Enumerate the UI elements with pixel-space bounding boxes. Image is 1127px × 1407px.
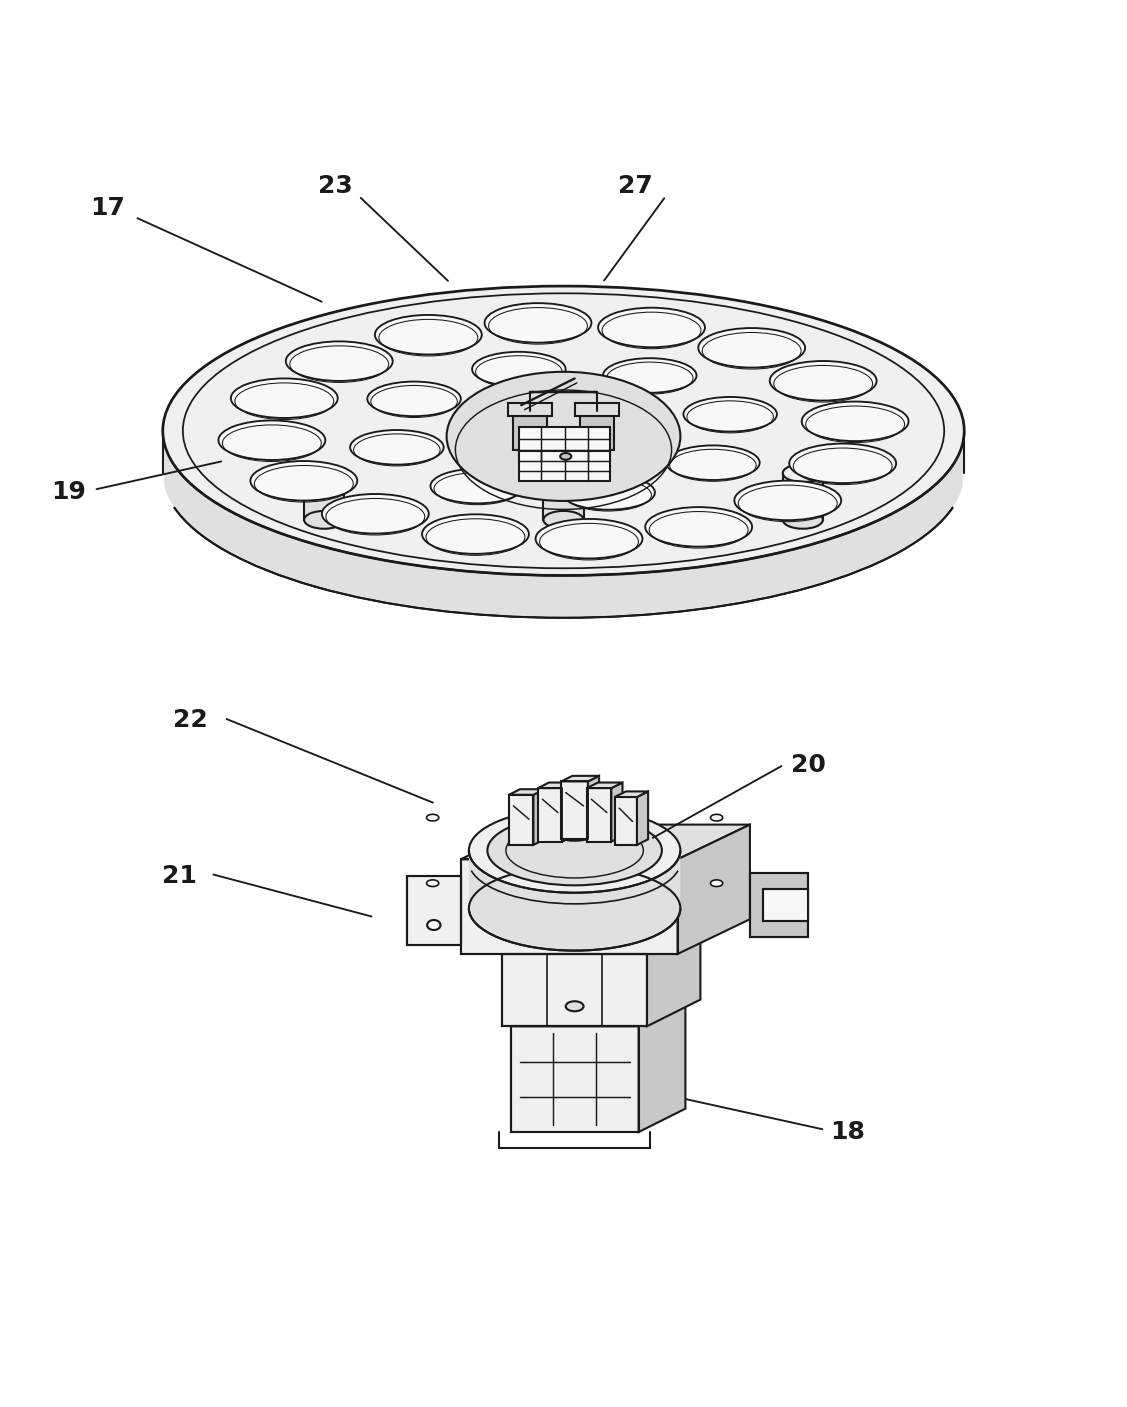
Polygon shape xyxy=(575,402,619,416)
Ellipse shape xyxy=(487,816,662,885)
Polygon shape xyxy=(469,850,681,951)
Polygon shape xyxy=(511,1026,639,1133)
Polygon shape xyxy=(562,782,574,841)
Ellipse shape xyxy=(566,1002,584,1012)
Ellipse shape xyxy=(735,481,841,521)
Polygon shape xyxy=(304,473,344,519)
Ellipse shape xyxy=(710,815,722,822)
Ellipse shape xyxy=(543,464,584,483)
Ellipse shape xyxy=(535,519,642,559)
Polygon shape xyxy=(580,416,613,450)
Polygon shape xyxy=(587,788,611,841)
Ellipse shape xyxy=(469,808,681,892)
Ellipse shape xyxy=(710,879,722,886)
Ellipse shape xyxy=(446,371,681,501)
Ellipse shape xyxy=(561,476,655,509)
Ellipse shape xyxy=(770,362,877,401)
Polygon shape xyxy=(588,775,600,840)
Polygon shape xyxy=(647,927,700,1026)
Polygon shape xyxy=(538,782,574,788)
Polygon shape xyxy=(165,443,962,618)
Ellipse shape xyxy=(304,511,344,529)
Text: 17: 17 xyxy=(90,196,125,219)
Ellipse shape xyxy=(554,827,595,841)
Polygon shape xyxy=(614,796,637,844)
Ellipse shape xyxy=(598,308,706,348)
Ellipse shape xyxy=(683,397,777,432)
Polygon shape xyxy=(503,927,700,954)
Ellipse shape xyxy=(426,879,438,886)
Text: 21: 21 xyxy=(162,864,197,888)
Polygon shape xyxy=(461,860,677,954)
Ellipse shape xyxy=(427,920,441,930)
Ellipse shape xyxy=(219,421,326,460)
Polygon shape xyxy=(543,473,584,519)
Polygon shape xyxy=(503,954,647,1026)
Polygon shape xyxy=(509,789,544,795)
Polygon shape xyxy=(561,775,600,781)
Ellipse shape xyxy=(431,469,524,504)
Polygon shape xyxy=(518,428,610,461)
Ellipse shape xyxy=(322,494,428,533)
Polygon shape xyxy=(561,781,588,840)
Text: 23: 23 xyxy=(318,174,353,198)
Polygon shape xyxy=(508,402,552,416)
Polygon shape xyxy=(511,1003,685,1026)
Ellipse shape xyxy=(699,328,805,367)
Ellipse shape xyxy=(789,443,896,483)
Ellipse shape xyxy=(421,515,529,554)
Text: 18: 18 xyxy=(829,1120,864,1144)
Polygon shape xyxy=(587,782,622,788)
Ellipse shape xyxy=(783,464,823,483)
Polygon shape xyxy=(509,795,533,844)
Polygon shape xyxy=(407,877,461,946)
Polygon shape xyxy=(518,450,610,481)
Polygon shape xyxy=(533,789,544,844)
Polygon shape xyxy=(639,1003,685,1133)
Ellipse shape xyxy=(603,359,696,393)
Polygon shape xyxy=(614,791,648,796)
Ellipse shape xyxy=(162,286,965,575)
Polygon shape xyxy=(538,788,562,841)
Ellipse shape xyxy=(554,794,595,808)
Ellipse shape xyxy=(666,446,760,480)
Polygon shape xyxy=(749,872,808,937)
Ellipse shape xyxy=(375,315,481,355)
Polygon shape xyxy=(763,889,808,920)
Polygon shape xyxy=(461,825,749,860)
Ellipse shape xyxy=(485,303,592,343)
Text: 20: 20 xyxy=(791,753,826,777)
Text: 27: 27 xyxy=(619,174,654,198)
Polygon shape xyxy=(783,473,823,519)
Ellipse shape xyxy=(350,431,444,464)
Ellipse shape xyxy=(560,453,571,460)
Polygon shape xyxy=(514,416,547,450)
Ellipse shape xyxy=(646,507,752,547)
Ellipse shape xyxy=(783,511,823,529)
Ellipse shape xyxy=(304,464,344,483)
Polygon shape xyxy=(637,791,648,844)
Ellipse shape xyxy=(367,381,461,416)
Polygon shape xyxy=(677,825,749,954)
Ellipse shape xyxy=(286,342,392,381)
Text: 22: 22 xyxy=(174,708,208,732)
Text: 19: 19 xyxy=(51,480,86,504)
Ellipse shape xyxy=(231,378,338,418)
Ellipse shape xyxy=(472,352,566,387)
Ellipse shape xyxy=(426,815,438,822)
Polygon shape xyxy=(611,782,622,841)
Ellipse shape xyxy=(801,401,908,442)
Ellipse shape xyxy=(543,511,584,529)
Ellipse shape xyxy=(250,461,357,501)
